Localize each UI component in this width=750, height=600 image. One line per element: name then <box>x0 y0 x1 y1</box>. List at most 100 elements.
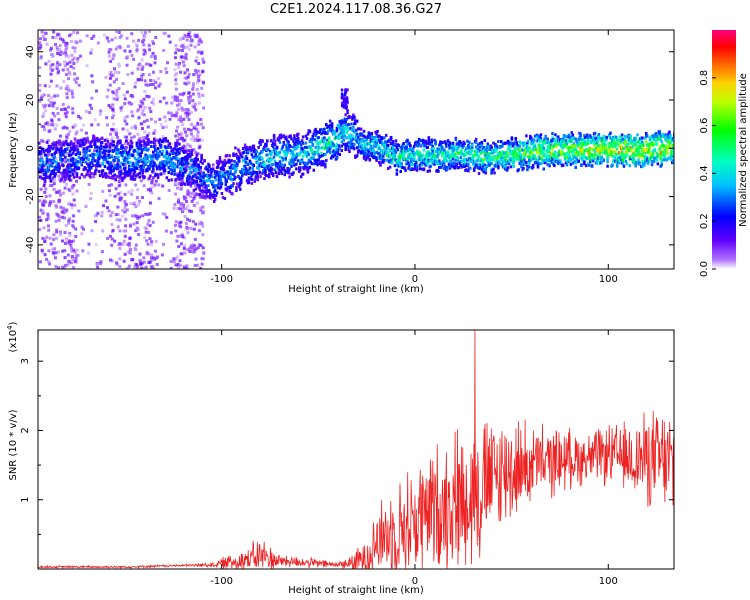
spectrogram-cell <box>52 177 56 181</box>
spectrogram-cell <box>161 212 165 216</box>
spectrogram-cell <box>578 141 581 145</box>
spectrogram-cell <box>194 222 198 226</box>
spectrogram-cell <box>70 260 74 264</box>
spectrogram-cell <box>404 168 407 172</box>
spectrogram-cell <box>383 136 386 140</box>
spectrogram-cell <box>63 168 66 172</box>
spectrogram-cell <box>166 146 170 150</box>
spectrogram-cell <box>153 183 157 187</box>
spectrogram-cell <box>104 76 108 80</box>
spectrogram-cell <box>42 150 46 154</box>
spectrogram-cell <box>180 106 184 110</box>
spectrogram-cell <box>109 176 113 180</box>
spectrogram-cell <box>366 156 370 160</box>
spectrogram-cell <box>40 166 44 170</box>
spectrogram-cell <box>108 83 112 87</box>
spectrogram-cell <box>187 108 191 112</box>
spectrogram-cell <box>193 180 197 184</box>
spectrogram-cell <box>528 155 531 159</box>
spectrogram-cell <box>407 155 410 159</box>
spectrogram-cell <box>312 168 316 172</box>
spectrogram-cell <box>334 135 338 139</box>
spectrogram-cell <box>136 265 140 269</box>
spectrogram-cell <box>408 141 411 145</box>
spectrogram-cell <box>186 68 190 72</box>
spectrogram-cell <box>295 167 298 171</box>
spectrogram-cell <box>194 69 198 73</box>
spectrogram-cell <box>64 150 67 154</box>
spectrogram-cell <box>166 61 170 65</box>
spectrogram-cell <box>155 262 159 266</box>
spectrogram-cell <box>409 168 412 172</box>
spectrogram-cell <box>505 141 509 145</box>
spectrogram-cell <box>546 137 549 141</box>
spectrogram-cell <box>175 186 179 190</box>
spectrogram-cell <box>202 175 205 179</box>
spectrogram-cell <box>137 155 141 159</box>
spectrogram-cell <box>190 122 194 126</box>
spectrogram-cell <box>71 266 75 269</box>
spectrogram-cell <box>277 136 281 140</box>
spectrogram-cell <box>243 164 247 168</box>
spectrogram-cell <box>235 188 238 192</box>
spectrogram-cell <box>70 170 74 174</box>
spectrogram-cell <box>76 145 80 149</box>
spectrogram-cell <box>174 114 178 118</box>
spectrogram-cell <box>113 159 116 163</box>
spectrogram-cell <box>357 149 361 153</box>
spectrogram-cell <box>186 231 190 235</box>
spectrogram-cell <box>68 170 72 174</box>
spectrogram-cell <box>53 174 56 178</box>
spectrogram-cell <box>182 181 185 185</box>
spectrogram-cell <box>526 144 529 148</box>
spectrogram-cell <box>94 140 97 144</box>
spectrogram-cell <box>103 138 107 142</box>
spectrogram-cell <box>107 209 111 213</box>
spectrogram-cell <box>208 164 211 168</box>
spectrogram-cell <box>115 98 119 102</box>
spectrogram-cell <box>66 163 70 167</box>
spectrogram-cell <box>404 149 407 153</box>
spectrogram-cell <box>201 205 205 209</box>
spectrogram-cell <box>283 173 287 177</box>
spectrogram-cell <box>158 138 162 142</box>
spectrogram-cell <box>182 64 186 68</box>
spectrogram-cell <box>335 129 339 133</box>
spectrogram-cell <box>447 143 451 147</box>
spectrogram-cell <box>69 140 73 144</box>
spectrogram-cell <box>63 231 67 235</box>
spectrogram-cell <box>148 260 152 264</box>
spectrogram-cell <box>189 184 193 188</box>
spectrogram-cell <box>282 166 286 170</box>
spectrogram-cell <box>454 158 458 162</box>
spectrogram-cell <box>291 156 294 160</box>
spectrogram-cell <box>128 224 132 228</box>
spectrogram-cell <box>61 265 65 269</box>
spectrogram-cell <box>514 136 518 140</box>
spectrogram-cell <box>426 169 430 173</box>
spectrogram-cell <box>375 132 378 136</box>
spectrogram-cell <box>138 252 142 256</box>
spectrogram-cell <box>579 156 582 160</box>
spectrogram-cell <box>40 176 44 180</box>
spectrogram-cell <box>72 149 76 153</box>
spectrogram-cell <box>304 164 308 168</box>
spectrogram-cell <box>448 166 452 170</box>
spectrogram-cell <box>289 149 292 153</box>
spectrogram-cell <box>240 153 243 157</box>
spectrogram-cell <box>540 155 544 159</box>
spectrogram-cell <box>414 161 418 165</box>
spectrogram-cell <box>597 135 601 139</box>
spectrogram-cell <box>197 246 201 250</box>
spectrogram-cell <box>183 71 187 75</box>
spectrogram-cell <box>166 158 170 162</box>
spectrogram-cell <box>61 102 65 106</box>
spectrogram-cell <box>295 155 298 159</box>
spectrogram-cell <box>57 174 61 178</box>
spectrogram-cell <box>550 152 553 156</box>
spectrogram-cell <box>244 167 248 171</box>
spectrogram-cell <box>60 161 64 165</box>
spectrogram-cell <box>269 149 272 153</box>
spectrogram-cell <box>430 143 433 147</box>
spectrogram-cell <box>213 197 217 201</box>
